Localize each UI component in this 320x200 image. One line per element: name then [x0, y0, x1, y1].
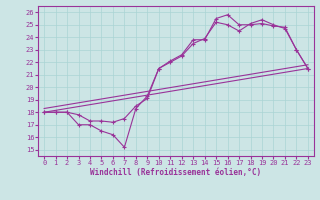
- X-axis label: Windchill (Refroidissement éolien,°C): Windchill (Refroidissement éolien,°C): [91, 168, 261, 177]
